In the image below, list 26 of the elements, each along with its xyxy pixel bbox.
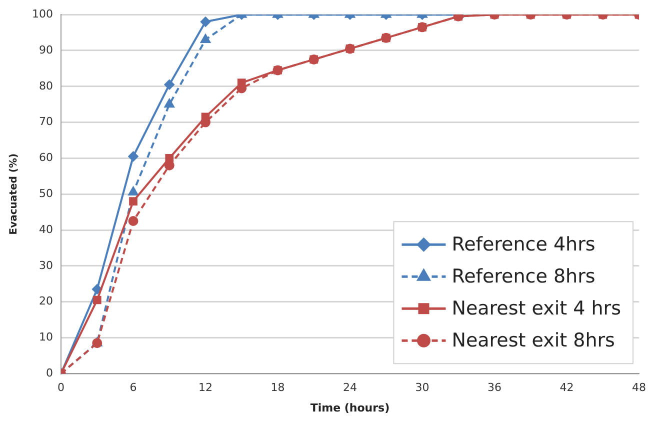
legend-label: Nearest exit 4 hrs [452,298,621,320]
x-axis-title: Time (hours) [310,401,390,414]
x-tick-label: 42 [560,381,574,394]
y-tick-label: 50 [38,186,53,200]
x-tick-label: 30 [415,381,430,394]
legend-label: Reference 4hrs [452,234,596,256]
y-tick-label: 20 [38,294,53,308]
y-tick-label: 80 [38,79,53,92]
x-tick-label: 0 [57,381,64,394]
x-tick-label: 18 [270,381,285,394]
y-tick-label: 60 [38,151,53,164]
x-tick-label: 24 [343,381,357,394]
y-axis-title: Evacuated (%) [8,153,20,235]
x-tick-label: 12 [198,381,212,394]
x-tick-label: 48 [632,381,646,394]
y-tick-label: 100 [32,7,53,20]
y-tick-label: 30 [38,258,53,272]
legend-label: Nearest exit 8hrs [452,330,615,352]
y-tick-label: 90 [38,43,53,56]
y-tick-label: 0 [46,366,53,380]
y-tick-label: 40 [38,222,53,236]
y-tick-label: 70 [38,115,53,128]
y-tick-label: 10 [38,330,53,344]
legend-label: Reference 8hrs [452,266,596,288]
x-tick-label: 6 [130,381,137,394]
x-tick-label: 36 [488,381,502,394]
